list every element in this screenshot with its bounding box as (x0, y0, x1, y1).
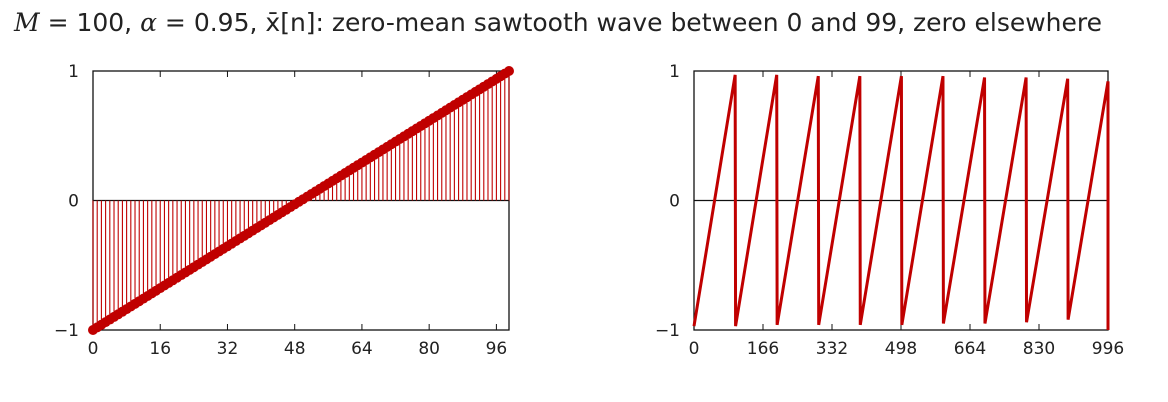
left-xtick-label: 48 (284, 339, 306, 359)
title-alpha-value: = 0.95, (164, 8, 258, 37)
left-ytick-label: −1 (54, 321, 79, 341)
left-ytick-label: 1 (68, 62, 79, 82)
title-description: : zero-mean sawtooth wave between 0 and … (315, 8, 1103, 37)
chart-title: M = 100, α = 0.95, x̄[n]: zero-mean sawt… (14, 8, 1102, 37)
left-xtick-label: 0 (88, 339, 99, 359)
title-m-value: = 100, (47, 8, 133, 37)
left-xtick-label: 80 (418, 339, 440, 359)
right-xtick-label: 664 (954, 339, 986, 359)
left-ytick-label: 0 (68, 192, 79, 212)
left-xtick-label: 16 (149, 339, 171, 359)
line-chart: 0 166 332 498 664 830 996 −1 0 1 (655, 62, 1124, 359)
title-xbar-symbol: x̄ (265, 8, 281, 37)
right-xtick-label: 498 (885, 339, 917, 359)
right-xtick-label: 166 (747, 339, 779, 359)
left-xtick-label: 96 (486, 339, 508, 359)
right-xtick-label: 830 (1023, 339, 1055, 359)
title-m-symbol: M (14, 8, 40, 37)
right-ytick-label: −1 (655, 321, 680, 341)
title-xbar-arg: [n] (280, 8, 316, 37)
right-xtick-label: 0 (689, 339, 700, 359)
stem-chart: 0 16 32 48 64 80 96 −1 0 1 (54, 62, 514, 359)
sawtooth-series-line (692, 74, 1110, 330)
right-ytick-label: 0 (669, 192, 680, 212)
stem-marker (504, 66, 514, 76)
right-xtick-label: 332 (816, 339, 848, 359)
left-xtick-label: 32 (217, 339, 239, 359)
right-xtick-label: 996 (1092, 339, 1124, 359)
left-xtick-label: 64 (351, 339, 373, 359)
right-ytick-label: 1 (669, 62, 680, 82)
title-alpha-symbol: α (140, 8, 157, 37)
